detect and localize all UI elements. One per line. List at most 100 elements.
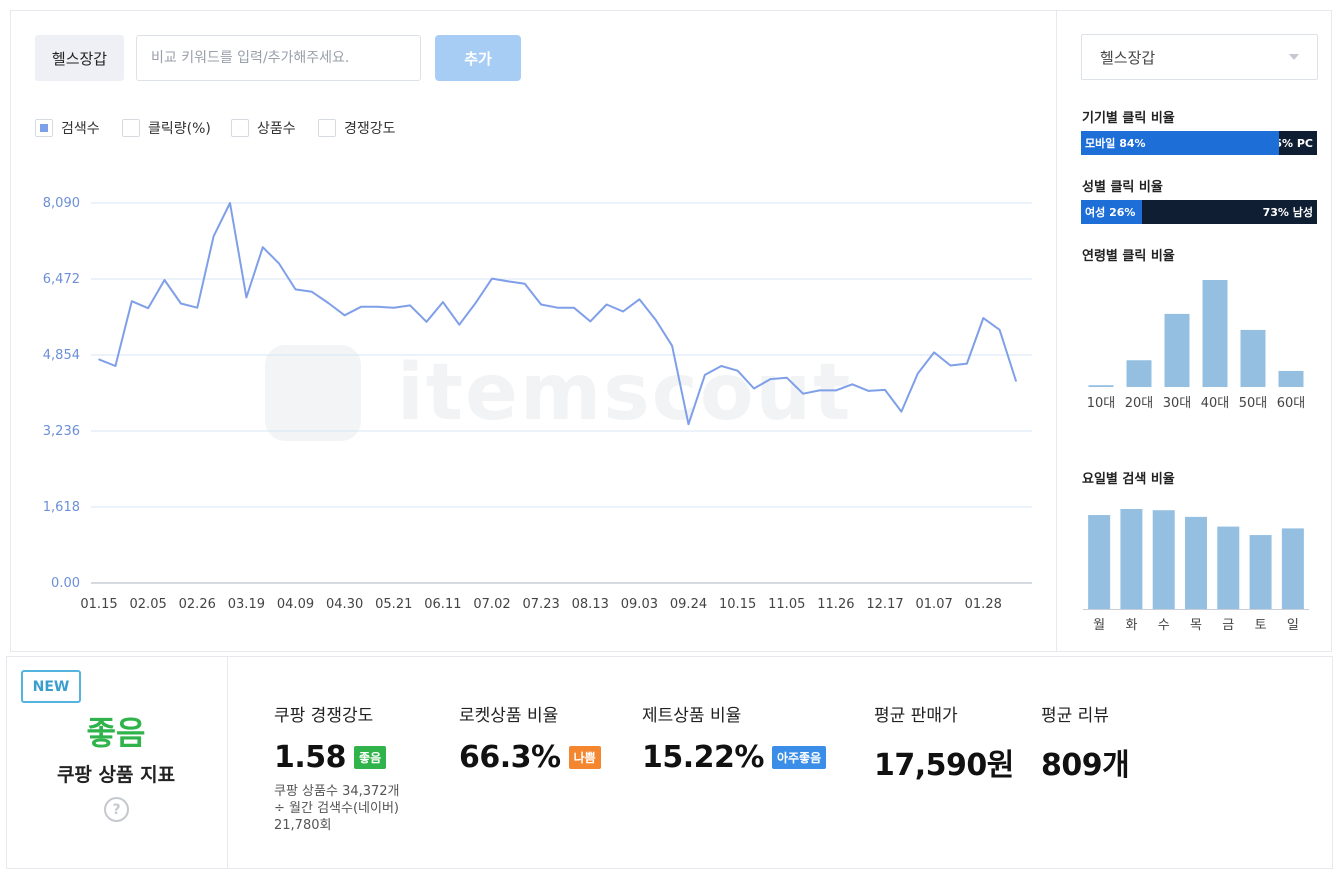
data-point <box>474 302 477 304</box>
keyword-chip[interactable]: 헬스장갑 <box>35 35 124 81</box>
coupang-indicator-panel <box>6 656 1333 869</box>
data-point <box>392 306 395 309</box>
x-tick-label: 04.09 <box>277 597 314 612</box>
add-keyword-button[interactable]: 추가 <box>435 35 521 81</box>
device-click-title: 기기별 클릭 비율 <box>1082 111 1175 126</box>
search-count-checkbox[interactable] <box>35 119 53 137</box>
data-point <box>540 303 542 306</box>
day-label: 월 <box>1093 618 1105 633</box>
x-tick-label: 09.24 <box>670 597 707 612</box>
product-count-checkbox[interactable] <box>231 119 249 137</box>
data-point <box>900 410 903 413</box>
data-point <box>851 383 854 386</box>
metric-note-line: ÷ 월간 검색수(네이버) <box>274 801 399 816</box>
age-bar <box>1126 360 1152 387</box>
day-label: 화 <box>1125 618 1137 633</box>
x-tick-label: 12.17 <box>866 597 903 612</box>
y-tick-label: 0.00 <box>51 576 80 591</box>
data-point <box>638 298 641 301</box>
help-icon[interactable]: ? <box>104 797 129 822</box>
day-label: 수 <box>1158 618 1170 633</box>
legend-click-rate[interactable]: 클릭량(%) <box>122 118 211 138</box>
new-badge: NEW <box>21 670 81 703</box>
y-tick-label: 8,090 <box>43 196 80 211</box>
metric-label: 평균 판매가 <box>874 706 958 726</box>
search-trend-panel <box>10 10 1056 652</box>
metric-label: 제트상품 비율 <box>642 706 742 726</box>
day-label: 금 <box>1222 618 1234 633</box>
data-point <box>654 319 657 321</box>
data-point <box>491 277 493 280</box>
keyword-dropdown[interactable]: 헬스장갑 <box>1081 34 1318 80</box>
data-point <box>261 246 264 248</box>
legend-label: 검색수 <box>61 121 100 137</box>
compare-keyword-input[interactable] <box>136 35 421 81</box>
data-point <box>327 302 330 304</box>
metric-label: 로켓상품 비율 <box>459 706 559 726</box>
x-tick-label: 04.30 <box>326 597 363 612</box>
x-tick-label: 11.26 <box>817 597 854 612</box>
data-point <box>671 344 673 347</box>
divider <box>227 657 228 869</box>
x-tick-label: 02.26 <box>179 597 216 612</box>
data-point <box>245 296 248 299</box>
legend-search-count[interactable]: 검색수 <box>35 118 100 138</box>
x-tick-label: 01.28 <box>965 597 1002 612</box>
data-point <box>589 320 592 323</box>
legend-label: 경쟁강도 <box>344 121 396 137</box>
metric-note-line: 쿠팡 상품수 34,372개 <box>274 784 400 799</box>
age-label: 30대 <box>1163 396 1192 411</box>
device-ratio-bar: 모바일 84% 15% PC <box>1081 131 1317 155</box>
x-tick-label: 03.19 <box>228 597 265 612</box>
metric-label: 평균 리뷰 <box>1041 706 1109 726</box>
status-badge: 아주좋음 <box>771 746 827 769</box>
metric-rocket-ratio: 로켓상품 비율 66.3% 나쁨 <box>459 701 601 775</box>
data-point <box>818 389 821 392</box>
age-label: 20대 <box>1125 396 1154 411</box>
x-tick-label: 07.23 <box>523 597 560 612</box>
day-bar <box>1120 509 1143 609</box>
metric-avg-price: 평균 판매가 17,590원 <box>874 701 1014 784</box>
status-badge: 나쁨 <box>568 746 601 769</box>
data-point <box>720 365 723 367</box>
day-bar <box>1249 535 1272 609</box>
data-point <box>949 364 952 367</box>
data-point <box>360 306 362 308</box>
legend-product-count[interactable]: 상품수 <box>231 118 296 138</box>
metric-value: 66.3% <box>459 740 561 775</box>
data-point <box>753 387 755 390</box>
data-point <box>294 288 297 291</box>
day-bar <box>1217 526 1240 609</box>
x-tick-label: 09.03 <box>621 597 658 612</box>
metric-value: 1.58 <box>274 740 347 775</box>
metric-label: 쿠팡 경쟁강도 <box>274 706 374 726</box>
x-tick-label: 05.21 <box>375 597 412 612</box>
age-label: 50대 <box>1239 396 1268 411</box>
data-point <box>523 282 526 285</box>
age-bar <box>1278 370 1304 387</box>
data-point <box>278 262 280 265</box>
metric-note-line: 21,780회 <box>274 818 332 833</box>
age-label: 10대 <box>1087 396 1116 411</box>
click-rate-checkbox[interactable] <box>122 119 140 137</box>
gender-click-title: 성별 클릭 비율 <box>1082 180 1163 195</box>
age-bar-chart: 10대 20대 30대 40대 50대 60대 <box>1087 280 1305 411</box>
data-point <box>867 390 870 392</box>
data-point <box>687 423 690 426</box>
age-click-title: 연령별 클릭 비율 <box>1082 249 1175 264</box>
x-tick-label: 01.07 <box>916 597 953 612</box>
data-point <box>802 392 804 395</box>
x-tick-label: 02.05 <box>130 597 167 612</box>
legend-competition[interactable]: 경쟁강도 <box>318 118 396 138</box>
data-point <box>147 307 149 310</box>
mobile-segment: 모바일 84% <box>1081 131 1280 155</box>
x-tick-label: 07.02 <box>473 597 510 612</box>
metric-value: 15.22% <box>642 740 764 775</box>
age-label: 40대 <box>1201 396 1230 411</box>
data-point <box>704 374 706 376</box>
chevron-down-icon <box>1289 54 1299 60</box>
competition-checkbox[interactable] <box>318 119 336 137</box>
data-point <box>884 389 886 391</box>
data-point <box>343 314 346 317</box>
